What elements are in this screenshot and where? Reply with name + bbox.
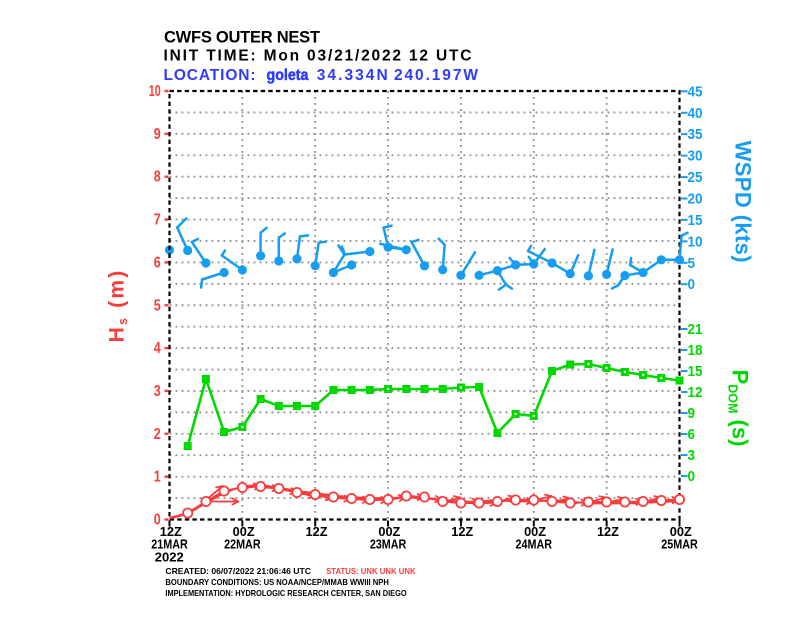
svg-text:6: 6 xyxy=(688,426,696,443)
svg-text:CWFS OUTER NEST: CWFS OUTER NEST xyxy=(164,29,320,47)
svg-text:12Z: 12Z xyxy=(597,524,619,539)
svg-text:00Z: 00Z xyxy=(670,524,692,539)
svg-text:4: 4 xyxy=(154,340,161,357)
svg-text:12Z: 12Z xyxy=(451,524,473,539)
svg-text:12Z: 12Z xyxy=(160,524,182,539)
svg-text:CREATED: 06/07/2022 21:06:46 U: CREATED: 06/07/2022 21:06:46 UTC xyxy=(165,566,311,576)
svg-text:9: 9 xyxy=(154,126,161,143)
svg-text:WSPD (kts): WSPD (kts) xyxy=(731,141,756,263)
svg-text:25: 25 xyxy=(688,169,703,186)
svg-text:23MAR: 23MAR xyxy=(370,537,407,552)
svg-text:10: 10 xyxy=(149,83,161,100)
svg-text:6: 6 xyxy=(154,254,161,271)
svg-text:15: 15 xyxy=(688,363,703,380)
svg-text:00Z: 00Z xyxy=(378,524,400,539)
svg-text:5: 5 xyxy=(154,297,161,314)
svg-text:8: 8 xyxy=(154,169,161,186)
svg-text:BOUNDARY CONDITIONS: US NOAA/N: BOUNDARY CONDITIONS: US NOAA/NCEP/MMAB W… xyxy=(165,577,389,587)
svg-text:45: 45 xyxy=(688,83,703,100)
svg-text:00Z: 00Z xyxy=(233,524,255,539)
svg-text:2: 2 xyxy=(154,426,161,443)
svg-text:18: 18 xyxy=(688,342,703,359)
svg-text:IMPLEMENTATION: HYDROLOGIC RES: IMPLEMENTATION: HYDROLOGIC RESEARCH CENT… xyxy=(165,588,407,598)
svg-text:35: 35 xyxy=(688,126,703,143)
svg-text:5: 5 xyxy=(688,255,696,272)
svg-text:30: 30 xyxy=(688,148,703,165)
svg-text:STATUS: UNK UNK UNK: STATUS: UNK UNK UNK xyxy=(326,566,416,576)
svg-text:240.197W: 240.197W xyxy=(394,67,478,84)
svg-text:0: 0 xyxy=(688,468,696,485)
svg-text:25MAR: 25MAR xyxy=(661,537,698,552)
svg-text:7: 7 xyxy=(154,212,161,229)
svg-text:INIT TIME: Mon 03/21/2022 12 U: INIT TIME: Mon 03/21/2022 12 UTC xyxy=(164,47,472,64)
svg-text:0: 0 xyxy=(688,276,696,293)
svg-text:21MAR: 21MAR xyxy=(151,537,188,552)
svg-text:22MAR: 22MAR xyxy=(224,537,261,552)
svg-text:LOCATION:: LOCATION: xyxy=(164,67,256,84)
svg-text:3: 3 xyxy=(154,383,161,400)
svg-text:21: 21 xyxy=(688,321,703,338)
svg-text:0: 0 xyxy=(154,512,161,529)
svg-text:12: 12 xyxy=(688,384,703,401)
svg-text:1: 1 xyxy=(154,469,161,486)
svg-text:3: 3 xyxy=(688,447,696,464)
svg-text:10: 10 xyxy=(688,233,703,250)
svg-text:15: 15 xyxy=(688,212,703,229)
svg-text:24MAR: 24MAR xyxy=(516,537,553,552)
svg-text:12Z: 12Z xyxy=(306,524,328,539)
svg-text:9: 9 xyxy=(688,405,696,422)
svg-text:2022: 2022 xyxy=(155,550,184,565)
svg-text:00Z: 00Z xyxy=(524,524,546,539)
svg-text:Hs (m): Hs (m) xyxy=(106,269,131,343)
svg-text:20: 20 xyxy=(688,190,703,207)
svg-text:40: 40 xyxy=(688,105,703,122)
svg-text:34.334N: 34.334N xyxy=(317,67,388,84)
svg-text:goleta: goleta xyxy=(267,67,309,84)
